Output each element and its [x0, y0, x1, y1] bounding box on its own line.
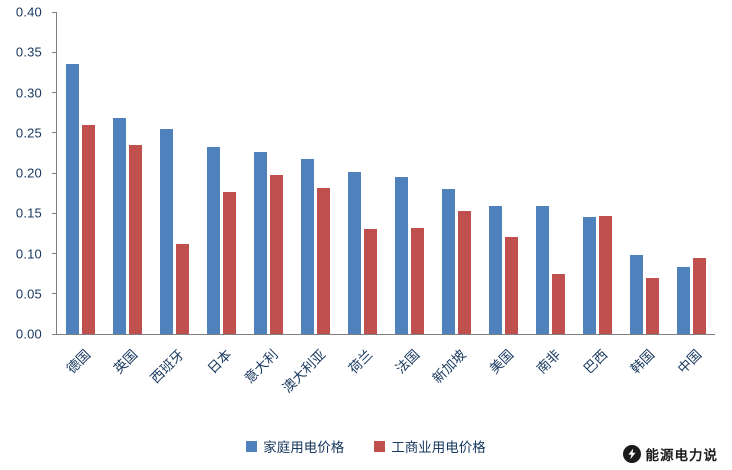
x-axis-label: 南非	[533, 346, 563, 377]
bar-industrial	[129, 144, 142, 334]
bar-group	[480, 12, 527, 334]
legend-swatch-industrial-icon	[374, 440, 386, 452]
y-tick-mark	[52, 212, 57, 214]
y-tick-mark	[52, 333, 57, 335]
bar-industrial	[505, 236, 518, 334]
y-tick-label: 0.40	[15, 4, 42, 20]
x-axis-label: 巴西	[580, 346, 610, 377]
bar-household	[489, 206, 502, 334]
y-tick-mark	[52, 253, 57, 254]
bar-industrial	[317, 188, 330, 334]
bar-group	[57, 12, 104, 334]
bar-industrial	[270, 175, 283, 334]
legend-swatch-household-icon	[246, 440, 258, 452]
x-axis-label: 美国	[486, 346, 516, 377]
legend-item-industrial: 工商业用电价格	[374, 436, 486, 456]
y-tick-label: 0.00	[15, 326, 42, 342]
bar-industrial	[364, 228, 377, 334]
x-axis-label: 荷兰	[345, 346, 375, 377]
y-axis: 0.00 0.05 0.10 0.15 0.20 0.25 0.30 0.35 0.40	[0, 5, 48, 342]
watermark-logo-icon	[622, 445, 641, 463]
legend-item-household: 家庭用电价格	[246, 436, 344, 456]
bar-household	[160, 128, 173, 334]
bar-group	[198, 12, 245, 334]
y-tick-label: 0.05	[15, 286, 42, 302]
bar-group	[621, 12, 668, 334]
y-tick-label: 0.30	[15, 85, 42, 100]
bar-industrial	[552, 274, 565, 334]
x-axis-labels: 德国 英国 西班牙 日本 意大利 澳大利亚 荷兰 法国 新加坡 美国 南非 巴西 韩国 中国	[56, 336, 714, 422]
bar-household	[395, 177, 408, 334]
legend: 家庭用电价格 工商业用电价格	[0, 436, 732, 456]
bar-group	[104, 12, 151, 334]
bar-household	[66, 64, 79, 334]
bar-household	[113, 118, 126, 334]
bar-household	[348, 172, 361, 334]
bar-household	[630, 255, 643, 334]
x-axis-label: 德国	[63, 346, 93, 377]
legend-label-household: 家庭用电价格	[263, 440, 345, 455]
bar-group	[245, 12, 292, 334]
bar-household	[207, 147, 220, 334]
x-axis-label: 英国	[110, 346, 140, 377]
x-axis-label: 意大利	[241, 346, 281, 387]
y-tick-label: 0.20	[15, 165, 42, 181]
bar-group	[668, 12, 715, 334]
y-tick-mark	[52, 293, 57, 295]
x-axis-label: 韩国	[627, 346, 657, 377]
bar-household	[583, 217, 596, 334]
x-axis-label: 日本	[204, 346, 234, 377]
bar-industrial	[693, 258, 706, 334]
y-tick-label: 0.15	[15, 205, 42, 221]
x-axis-label: 中国	[674, 346, 704, 377]
bar-industrial	[599, 215, 612, 334]
bar-industrial	[223, 191, 236, 334]
y-tick-mark	[52, 132, 57, 134]
x-axis-label: 西班牙	[147, 346, 187, 387]
bar-industrial	[411, 227, 424, 334]
x-axis-label: 澳大利亚	[279, 346, 328, 396]
y-tick-mark	[52, 172, 57, 174]
bar-household	[301, 159, 314, 334]
y-tick-label: 0.10	[15, 246, 42, 261]
legend-label-industrial: 工商业用电价格	[391, 440, 486, 455]
bar-group	[151, 12, 198, 334]
bar-household	[254, 152, 267, 334]
watermark-text: 能源电力说	[645, 448, 718, 463]
x-axis-label: 新加坡	[429, 346, 469, 387]
watermark: 能源电力说	[622, 444, 719, 464]
bar-industrial	[458, 210, 471, 334]
bar-industrial	[176, 243, 189, 334]
bar-group	[527, 12, 574, 334]
y-tick-label: 0.25	[15, 125, 42, 141]
bar-industrial	[82, 124, 95, 334]
bar-household	[536, 206, 549, 334]
y-tick-mark	[52, 11, 57, 13]
y-tick-mark	[52, 51, 57, 53]
bar-group	[292, 12, 339, 334]
bar-group	[433, 12, 480, 334]
y-tick-mark	[52, 92, 57, 93]
y-tick-label: 0.35	[15, 44, 42, 60]
bar-group	[339, 12, 386, 334]
bar-household	[677, 267, 690, 334]
x-axis-label: 法国	[392, 346, 422, 377]
plot-area	[52, 11, 715, 335]
bar-group	[386, 12, 433, 334]
bar-household	[442, 189, 455, 334]
bar-industrial	[646, 277, 659, 334]
bar-group	[574, 12, 621, 334]
